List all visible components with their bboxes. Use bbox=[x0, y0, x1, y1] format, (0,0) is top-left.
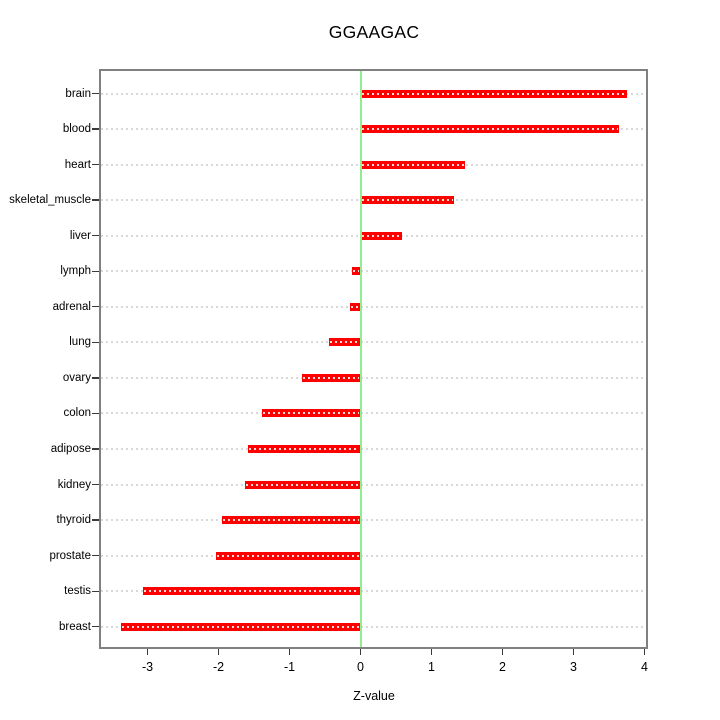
y-axis-tick bbox=[92, 270, 100, 272]
x-axis-title: Z-value bbox=[353, 689, 395, 703]
y-axis-tick bbox=[92, 92, 100, 95]
bar-grid-dash bbox=[361, 92, 627, 95]
x-axis-tick bbox=[430, 649, 433, 655]
bar bbox=[360, 125, 619, 134]
y-axis-tick bbox=[92, 448, 100, 450]
grid-line bbox=[101, 483, 646, 486]
grid-line bbox=[101, 519, 646, 522]
grid-line bbox=[101, 341, 646, 344]
grid-line bbox=[101, 554, 646, 557]
grid-line bbox=[101, 590, 646, 593]
bar-grid-dash bbox=[249, 448, 360, 450]
x-tick-label: -1 bbox=[283, 660, 296, 674]
category-label: liver bbox=[69, 229, 91, 242]
grid-line bbox=[101, 376, 646, 379]
x-tick-label: 4 bbox=[641, 660, 648, 674]
x-tick-label: -2 bbox=[212, 660, 225, 674]
y-axis-tick bbox=[92, 554, 100, 557]
bar-grid-dash bbox=[245, 483, 360, 486]
x-axis-tick bbox=[572, 649, 575, 655]
x-axis-tick bbox=[501, 649, 504, 655]
zero-reference-line bbox=[359, 71, 362, 647]
category-label: heart bbox=[64, 158, 91, 171]
category-label: breast bbox=[59, 620, 91, 633]
y-axis-tick bbox=[92, 199, 100, 201]
x-tick-label: -3 bbox=[141, 660, 154, 674]
bar-grid-dash bbox=[352, 270, 360, 273]
x-axis-tick bbox=[643, 649, 646, 655]
bar-grid-dash bbox=[361, 234, 402, 237]
grid-line bbox=[101, 305, 646, 308]
category-label: kidney bbox=[57, 478, 91, 491]
bar bbox=[244, 480, 361, 489]
bar-grid-dash bbox=[361, 128, 618, 131]
bar-grid-dash bbox=[361, 199, 453, 202]
bar-grid-dash bbox=[303, 376, 360, 379]
bar-grid-dash bbox=[223, 519, 360, 522]
bar bbox=[360, 160, 465, 169]
bar bbox=[360, 196, 454, 205]
bar bbox=[120, 622, 361, 631]
chart-title: GGAAGAC bbox=[328, 22, 420, 42]
category-label: ovary bbox=[62, 371, 91, 384]
x-tick-label: 2 bbox=[499, 660, 506, 674]
y-axis-tick bbox=[92, 163, 100, 166]
y-axis-tick bbox=[92, 341, 100, 344]
bar bbox=[142, 587, 361, 596]
bar-grid-dash bbox=[143, 590, 360, 593]
bar-grid-dash bbox=[262, 412, 360, 415]
bar-grid-dash bbox=[121, 625, 360, 628]
bar bbox=[329, 338, 361, 347]
category-label: prostate bbox=[49, 549, 91, 562]
grid-line bbox=[101, 625, 646, 628]
category-label: lymph bbox=[60, 265, 91, 278]
bar-grid-dash bbox=[361, 163, 464, 166]
category-label: brain bbox=[65, 87, 91, 100]
bar bbox=[360, 231, 403, 240]
x-tick-label: 3 bbox=[570, 660, 577, 674]
bar-grid-dash bbox=[330, 341, 360, 344]
y-axis-tick bbox=[92, 235, 100, 237]
bar bbox=[261, 409, 361, 418]
y-axis-tick bbox=[92, 412, 100, 415]
category-label: thyroid bbox=[56, 514, 91, 527]
x-tick-label: 1 bbox=[428, 660, 435, 674]
x-axis-tick bbox=[288, 649, 291, 655]
bar bbox=[222, 516, 361, 525]
x-axis-tick bbox=[359, 649, 362, 655]
plot-area bbox=[92, 70, 647, 655]
y-axis-tick bbox=[92, 377, 100, 379]
category-label: skeletal_muscle bbox=[9, 194, 91, 207]
x-axis-tick bbox=[217, 649, 220, 655]
y-axis-tick bbox=[92, 483, 100, 486]
y-axis-tick bbox=[92, 306, 100, 308]
bar bbox=[248, 445, 361, 453]
bar bbox=[351, 267, 361, 276]
grid-line bbox=[101, 412, 646, 415]
bar-grid-dash bbox=[350, 305, 360, 308]
category-label: lung bbox=[69, 336, 91, 349]
x-axis-tick bbox=[146, 649, 149, 655]
category-label: adrenal bbox=[52, 300, 91, 313]
bar bbox=[215, 551, 361, 560]
y-axis-tick bbox=[92, 626, 100, 628]
y-axis-tick bbox=[92, 519, 100, 521]
bar bbox=[302, 373, 361, 382]
category-label: testis bbox=[64, 585, 91, 598]
grid-line bbox=[101, 448, 646, 450]
x-tick-label: 0 bbox=[357, 660, 364, 674]
bar bbox=[349, 302, 361, 311]
bar bbox=[360, 89, 628, 98]
category-label: adipose bbox=[50, 443, 91, 455]
grid-line bbox=[101, 270, 646, 273]
y-axis-tick bbox=[92, 128, 100, 130]
category-label: blood bbox=[62, 123, 91, 136]
y-axis-tick bbox=[92, 590, 100, 592]
category-label: colon bbox=[63, 407, 92, 420]
bar-grid-dash bbox=[216, 554, 360, 557]
